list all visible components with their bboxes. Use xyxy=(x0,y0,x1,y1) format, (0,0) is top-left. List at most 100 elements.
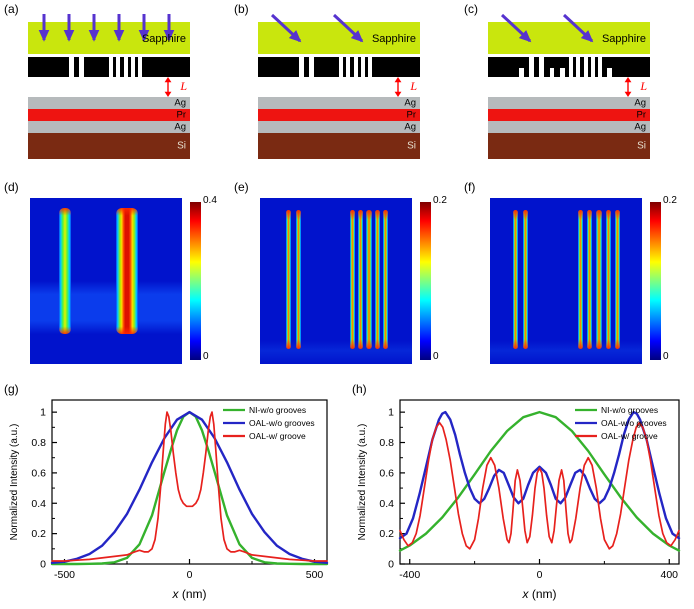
mask-slit xyxy=(539,57,544,77)
gap-length-arrow-icon xyxy=(394,77,402,97)
panel-h-label: (h) xyxy=(352,382,367,396)
layer-si: Si xyxy=(258,133,420,159)
svg-text:OAL-w/o grooves: OAL-w/o grooves xyxy=(249,418,315,428)
layer-ag-bottom: Ag xyxy=(28,121,190,133)
intensity-stripe xyxy=(578,209,584,350)
sapphire-label: Sapphire xyxy=(141,33,186,45)
mask-slit xyxy=(346,57,351,77)
layer-ag-top: Ag xyxy=(28,97,190,109)
colorbar-max-label: 0.2 xyxy=(663,195,677,206)
layer-ag-bottom: Ag xyxy=(258,121,420,133)
svg-text:0.6: 0.6 xyxy=(379,467,394,479)
svg-text:OAL-w/ groove: OAL-w/ groove xyxy=(249,431,306,441)
svg-text:0.4: 0.4 xyxy=(379,498,394,510)
oblique-incidence-arrows-icon xyxy=(500,13,594,43)
layer-label: Ag xyxy=(404,97,416,109)
colorbar xyxy=(650,202,661,360)
illumination-region: Sapphire xyxy=(28,10,190,54)
layer-label: Si xyxy=(637,140,646,152)
mask-slit xyxy=(529,57,534,77)
layer-label: Ag xyxy=(404,121,416,133)
mask-slit xyxy=(368,57,373,77)
svg-text:1: 1 xyxy=(40,407,46,419)
svg-text:x (nm): x (nm) xyxy=(172,587,207,601)
layer-si: Si xyxy=(488,133,650,159)
mask-slit xyxy=(123,57,128,77)
panel-b: (b) Sapphire xyxy=(232,2,432,178)
colorbar-min-label: 0 xyxy=(203,351,209,362)
panel-e: (e) 0.2 0 xyxy=(232,180,458,382)
gap-length-label: L xyxy=(180,79,187,93)
intensity-stripe xyxy=(58,207,72,335)
intensity-stripe xyxy=(115,207,138,335)
svg-text:Normalized Intensity (a.u.): Normalized Intensity (a.u.) xyxy=(357,424,368,541)
layer-ag-top: Ag xyxy=(258,97,420,109)
panel-e-label: (e) xyxy=(234,180,249,194)
layer-label: Pr xyxy=(406,109,417,121)
intensity-chart-g: -500 0 500 0 0.2 0.4 0.6 0.8 1 x (nm) Normalized I… xyxy=(9,399,329,601)
colorbar xyxy=(190,202,201,360)
mask-grating xyxy=(28,57,190,77)
layer-label: Si xyxy=(407,140,416,152)
mask-slit xyxy=(116,57,121,77)
panel-b-label: (b) xyxy=(234,2,249,16)
intensity-stripe xyxy=(614,209,620,350)
panel-d: (d) 0.4 0 xyxy=(2,180,228,382)
intensity-stripe xyxy=(605,209,611,350)
svg-text:NI-w/o grooves: NI-w/o grooves xyxy=(601,405,658,415)
svg-text:0: 0 xyxy=(40,559,46,571)
illumination-region: Sapphire xyxy=(488,10,650,54)
svg-text:0: 0 xyxy=(388,559,394,571)
svg-text:1: 1 xyxy=(388,407,394,419)
panel-f-label: (f) xyxy=(464,180,476,194)
gap-length-label: L xyxy=(410,79,417,93)
colorbar-min-label: 0 xyxy=(663,351,669,362)
svg-text:0: 0 xyxy=(537,569,543,581)
intensity-stripe xyxy=(374,209,380,350)
svg-text:x (nm): x (nm) xyxy=(522,587,557,601)
layer-label: Si xyxy=(177,140,186,152)
illumination-region: Sapphire xyxy=(258,10,420,54)
panel-a: (a) Sapphire xyxy=(2,2,202,178)
mask-slit xyxy=(598,57,603,77)
mask-slit xyxy=(109,57,114,77)
normal-incidence-arrows-icon xyxy=(38,14,175,42)
panel-d-label: (d) xyxy=(4,180,19,194)
mask-slit xyxy=(360,57,366,77)
mask-slit xyxy=(79,57,84,77)
field-map xyxy=(490,198,642,364)
layer-ag-top: Ag xyxy=(488,97,650,109)
layer-label: Ag xyxy=(634,97,646,109)
mask-slit xyxy=(590,57,596,77)
svg-text:0.2: 0.2 xyxy=(31,528,46,540)
field-map xyxy=(30,198,182,364)
mask-slit xyxy=(353,57,358,77)
svg-text:OAL-w/o grooves: OAL-w/o grooves xyxy=(601,418,667,428)
air-gap: L xyxy=(488,77,650,97)
mask-groove xyxy=(607,68,612,77)
schematic-c: Sapphire L xyxy=(488,10,650,159)
layer-label: Pr xyxy=(636,109,647,121)
gap-length-arrow-icon xyxy=(624,77,632,97)
schematic-a: Sapphire L Ag Pr Ag xyxy=(28,10,190,159)
intensity-stripe xyxy=(285,209,291,350)
layer-label: Ag xyxy=(174,97,186,109)
panel-c: (c) Sapphire xyxy=(462,2,662,178)
mask-grating xyxy=(258,57,420,77)
svg-text:0.6: 0.6 xyxy=(31,467,46,479)
mask-slit xyxy=(576,57,581,77)
mask-slit xyxy=(130,57,136,77)
intensity-stripe xyxy=(587,209,593,350)
layer-label: Ag xyxy=(634,121,646,133)
colorbar-min-label: 0 xyxy=(433,351,439,362)
schematic-b: Sapphire L Ag Pr Ag xyxy=(258,10,420,159)
air-gap: L xyxy=(28,77,190,97)
colorbar-max-label: 0.4 xyxy=(203,195,217,206)
panel-c-label: (c) xyxy=(464,2,478,16)
mask-slit xyxy=(69,57,74,77)
svg-text:-500: -500 xyxy=(54,569,75,581)
gap-length-arrow-icon xyxy=(164,77,172,97)
panel-h: (h) -400 0 400 0 0.2 0.4 0.6 0.8 1 x (nm) Normaliz… xyxy=(350,382,694,608)
panel-g: (g) -500 0 500 0 0.2 0.4 0.6 0.8 1 x (nm) Normaliz… xyxy=(2,382,346,608)
mask-slit xyxy=(309,57,314,77)
